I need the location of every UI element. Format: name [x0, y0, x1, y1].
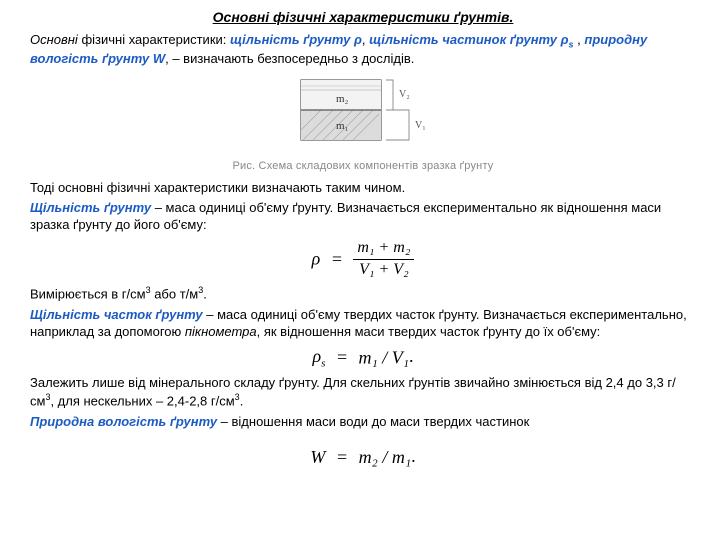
formula-particle-density: ρs = m₁ / V₁. — [30, 345, 696, 371]
figure-caption: Рис. Схема складових компонентів зразка … — [30, 159, 696, 173]
term-natural-moisture: Природна вологість ґрунту — [30, 414, 217, 429]
term-particle-density-2: Щільність часток ґрунту — [30, 307, 203, 322]
paragraph-6: Залежить лише від мінерального складу ґр… — [30, 375, 696, 410]
paragraph-2: Тоді основні фізичні характеристики визн… — [30, 180, 696, 197]
intro-emph: Основні — [30, 32, 78, 47]
svg-text:V₁: V₁ — [415, 120, 426, 131]
term-density: щільність ґрунту ρ — [230, 32, 362, 47]
term-particle-density: щільність частинок ґрунту ρs — [369, 32, 573, 47]
svg-text:m₂: m₂ — [336, 93, 349, 105]
paragraph-3: Щільність ґрунту – маса одиниці об'єму ґ… — [30, 200, 696, 234]
formula-moisture: W = m₂ / m₁. — [30, 445, 696, 470]
intro-text-1: фізичні характеристики: — [78, 32, 230, 47]
paragraph-7: Природна вологість ґрунту – відношення м… — [30, 414, 696, 431]
term-soil-density: Щільність ґрунту — [30, 200, 151, 215]
page-title: Основні фізичні характеристики ґрунтів. — [30, 8, 696, 26]
document-page: Основні фізичні характеристики ґрунтів. … — [0, 0, 720, 481]
sample-diagram-svg: m₂ m₁ V₂ V₁ — [281, 72, 446, 152]
diagram-figure: m₂ m₁ V₂ V₁ Рис. Схема складових компоне… — [30, 72, 696, 173]
svg-text:V₂: V₂ — [399, 89, 410, 100]
formula-density: ρ = m₁ + m₂ V₁ + V₂ — [30, 238, 696, 281]
intro-tail: , – визначають безпосередньо з дослідів. — [165, 51, 414, 66]
paragraph-4: Вимірюється в г/см3 або т/м3. — [30, 285, 696, 303]
paragraph-5: Щільність часток ґрунту – маса одиниці о… — [30, 307, 696, 341]
svg-text:m₁: m₁ — [336, 120, 349, 132]
intro-paragraph: Основні фізичні характеристики: щільніст… — [30, 32, 696, 68]
intro-sep-2: , — [574, 32, 585, 47]
